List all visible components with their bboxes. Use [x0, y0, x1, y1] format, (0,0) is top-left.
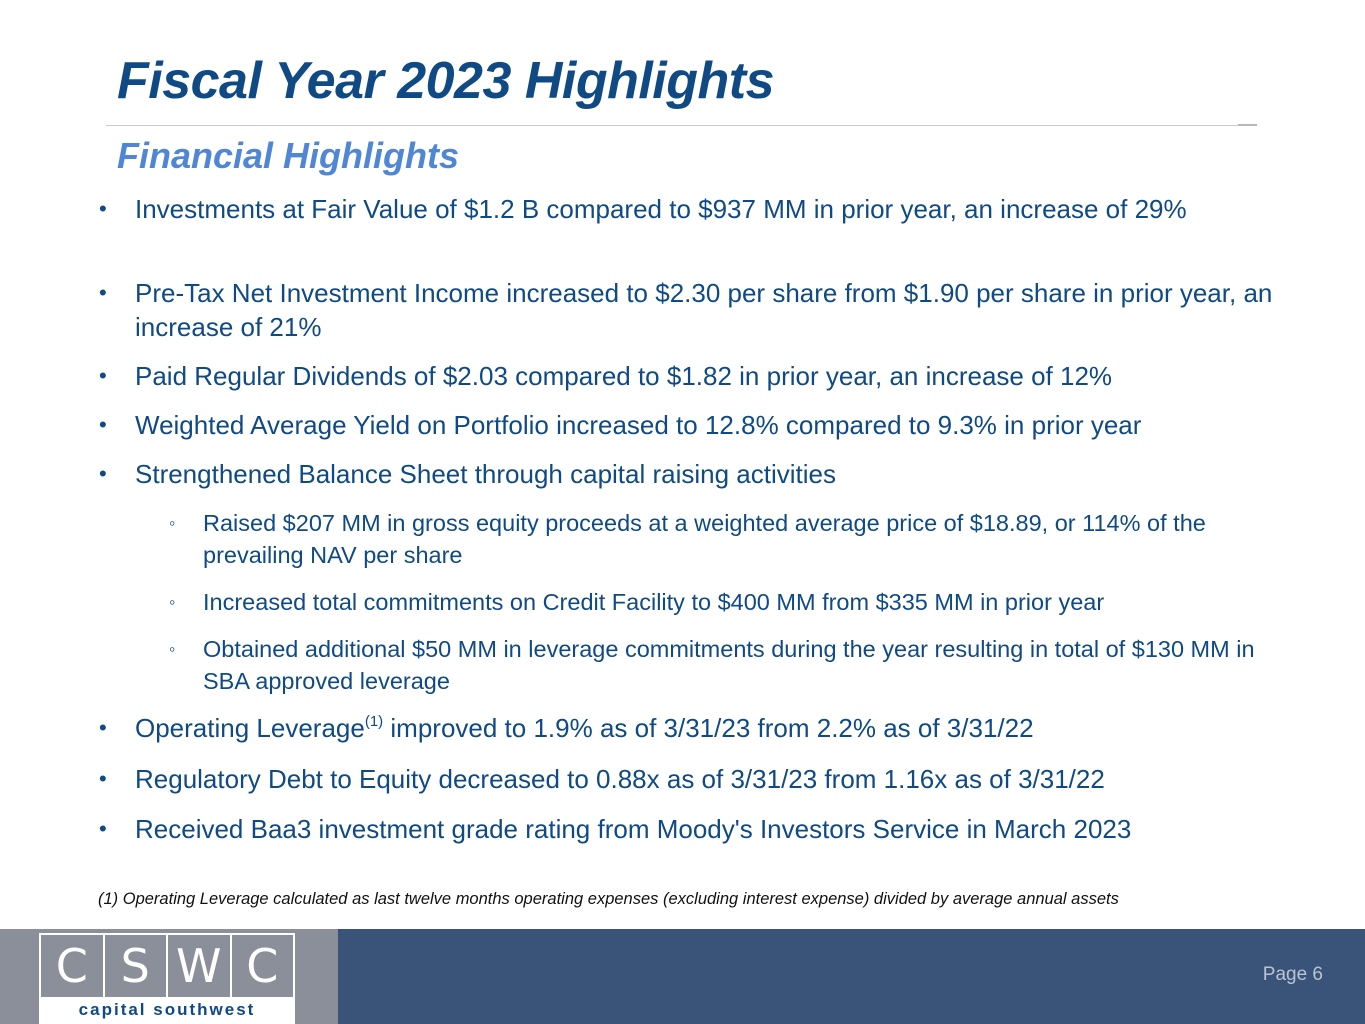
bullet-text: Strengthened Balance Sheet through capit…: [135, 459, 836, 489]
title-divider-accent: [1238, 124, 1257, 126]
title-divider: [106, 125, 1257, 126]
page-number: Page 6: [1262, 964, 1323, 985]
bullet-text: Pre-Tax Net Investment Income increased …: [135, 278, 1273, 342]
bullet-marker: •: [99, 412, 107, 437]
section-subtitle: Financial Highlights: [117, 135, 460, 176]
sub-bullet-text: Obtained additional $50 MM in leverage c…: [203, 636, 1255, 694]
bullet-text: Paid Regular Dividends of $2.03 compared…: [135, 361, 1113, 391]
sub-bullet-marker: ◦: [169, 639, 176, 659]
bullet-marker: •: [99, 280, 107, 305]
sub-bullet-marker: ◦: [169, 592, 176, 612]
footnote: (1) Operating Leverage calculated as las…: [98, 890, 1119, 908]
bullet-text: Investments at Fair Value of $1.2 B comp…: [135, 194, 1187, 224]
sub-bullet-text: Raised $207 MM in gross equity proceeds …: [203, 510, 1206, 568]
bullet-marker: •: [99, 196, 107, 221]
logo-letter: S: [104, 935, 166, 997]
sub-bullet-text: Increased total commitments on Credit Fa…: [203, 589, 1105, 615]
logo-letters: C S W C: [39, 933, 295, 997]
footnote-ref: (1): [364, 713, 384, 730]
bullet-marker: •: [99, 816, 107, 841]
bullet-text: Weighted Average Yield on Portfolio incr…: [135, 410, 1142, 440]
bullet-marker: •: [99, 461, 107, 486]
logo-letter: W: [168, 935, 230, 997]
bullet-text: Regulatory Debt to Equity decreased to 0…: [135, 764, 1105, 794]
logo-tagline: capital southwest: [78, 1000, 256, 1019]
bullet-marker: •: [99, 715, 107, 740]
bullet-marker: •: [99, 766, 107, 791]
leverage-detail: improved to 1.9% as of 3/31/23 from 2.2%…: [383, 713, 1034, 743]
logo-letter: C: [41, 935, 103, 997]
bullet-text: Received Baa3 investment grade rating fr…: [135, 814, 1132, 844]
slide-title: Fiscal Year 2023 Highlights: [117, 52, 775, 110]
bullet-marker: •: [99, 363, 107, 388]
leverage-label: Operating Leverage: [135, 713, 365, 743]
logo-letter: C: [231, 935, 293, 997]
bullet-text: Operating Leverage(1) improved to 1.9% a…: [135, 711, 1285, 745]
sub-bullet-marker: ◦: [169, 513, 176, 533]
